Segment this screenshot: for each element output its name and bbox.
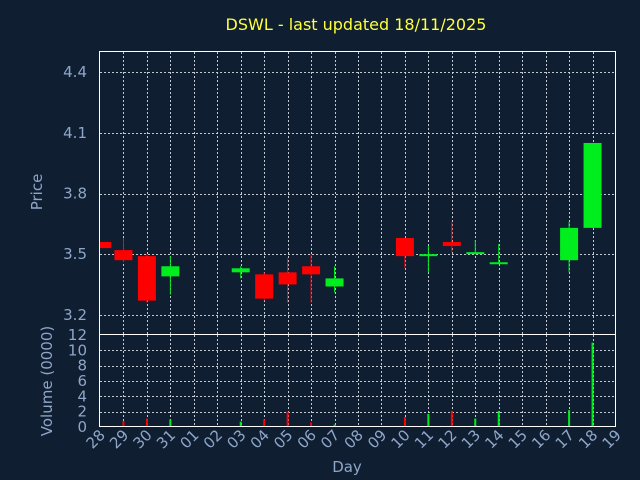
x-tick-labels: 2829303101020304050607080910111213141516… (83, 426, 625, 452)
volume-bar (497, 410, 500, 427)
volume-tick-label: 0 (77, 418, 87, 436)
x-tick-label: 16 (528, 426, 554, 452)
candle-body (137, 256, 156, 301)
chart-title: DSWL - last updated 18/11/2025 (226, 15, 487, 34)
volume-tick-label: 4 (77, 387, 87, 405)
x-tick-label: 06 (294, 426, 320, 452)
volume-bar (403, 417, 406, 427)
volume-bar (591, 342, 594, 427)
x-tick-label: 18 (575, 426, 601, 452)
x-tick-label: 04 (247, 426, 273, 452)
candle-body (302, 266, 321, 275)
volume-bar (145, 418, 148, 427)
price-axis-label: Price (28, 174, 46, 211)
volume-tick-label: 6 (77, 372, 87, 390)
price-panel-frame (99, 51, 616, 335)
x-tick-label: 09 (364, 426, 390, 452)
volume-tick-label: 10 (68, 341, 87, 359)
price-grid (100, 52, 616, 335)
x-tick-label: 15 (505, 426, 531, 452)
volume-tick-label: 2 (77, 403, 87, 421)
price-tick-label: 3.2 (63, 306, 87, 324)
x-tick-label: 10 (388, 426, 414, 452)
candle-body (489, 262, 508, 265)
x-tick-label: 13 (458, 426, 484, 452)
volume-tick-label: 8 (77, 357, 87, 375)
x-tick-label: 29 (106, 426, 132, 452)
x-tick-label: 03 (223, 426, 249, 452)
volume-bar (239, 421, 242, 427)
candle-body (325, 278, 344, 287)
candle-body (560, 227, 579, 261)
x-tick-label: 12 (434, 426, 460, 452)
x-tick-label: 07 (317, 426, 343, 452)
x-tick-label: 30 (130, 426, 156, 452)
x-axis-label: Day (332, 458, 362, 476)
volume-bar (333, 424, 336, 427)
candle-body (466, 252, 485, 255)
x-tick-label: 01 (176, 426, 202, 452)
volume-bar (122, 420, 125, 427)
x-tick-label: 17 (552, 426, 578, 452)
price-tick-label: 4.1 (63, 124, 87, 142)
candle-body (114, 250, 133, 261)
volume-bar (310, 422, 313, 427)
volume-axis-label: Volume (0000) (38, 326, 56, 436)
volume-tick-label: 12 (68, 326, 87, 344)
volume-bar (474, 418, 477, 427)
candles (100, 142, 602, 303)
volume-bar (427, 413, 430, 427)
price-tick-labels: 3.2 3.5 3.8 4.1 4.4 (63, 63, 87, 324)
x-tick-label: 31 (153, 426, 179, 452)
x-tick-label: 14 (481, 426, 507, 452)
candle-body (100, 242, 112, 249)
x-tick-label: 11 (411, 426, 437, 452)
volume-bar (450, 410, 453, 427)
volume-bar (286, 411, 289, 427)
candle-body (255, 274, 274, 299)
volume-panel-frame (99, 334, 616, 427)
candle-body (419, 254, 438, 257)
candle-body (442, 242, 461, 247)
candle-body (278, 272, 297, 285)
volume-grid (100, 335, 616, 427)
volume-bars (101, 342, 594, 427)
candle-body (395, 237, 414, 257)
price-tick-label: 3.5 (63, 245, 87, 263)
price-tick-label: 3.8 (63, 185, 87, 203)
candle-body (161, 266, 180, 277)
x-tick-label: 08 (341, 426, 367, 452)
volume-bar (263, 419, 266, 427)
price-tick-label: 4.4 (63, 63, 87, 81)
volume-bar (169, 419, 172, 427)
candle-body (231, 268, 250, 273)
candle-body (583, 142, 602, 228)
x-tick-label: 05 (270, 426, 296, 452)
x-tick-label: 19 (599, 426, 625, 452)
volume-bar (568, 410, 571, 427)
x-tick-label: 02 (200, 426, 226, 452)
